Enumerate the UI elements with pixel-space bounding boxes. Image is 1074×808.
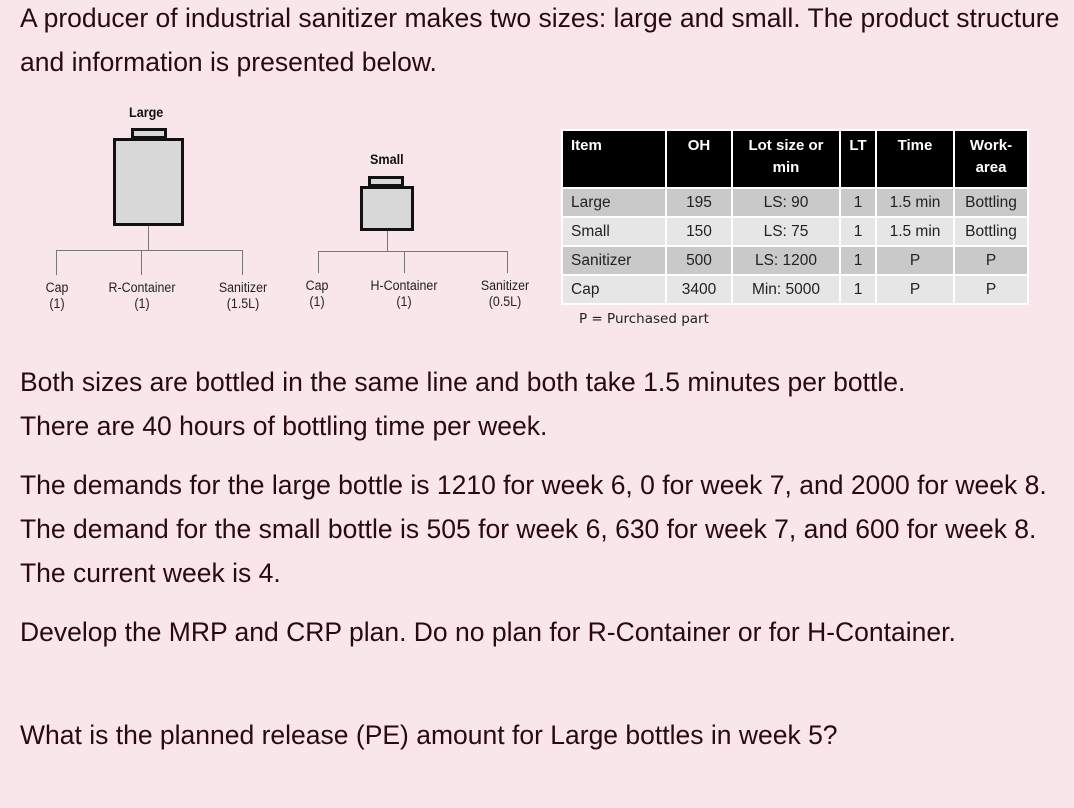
small-component-h-container: H-Container (1) — [370, 278, 438, 309]
table-row: Large 195 LS: 90 1 1.5 min Bottling — [561, 187, 1029, 218]
header-time: Time — [875, 129, 955, 189]
small-component-sanitizer: Sanitizer (0.5L) — [480, 278, 530, 309]
header-item: Item — [561, 129, 667, 189]
header-oh: OH — [665, 129, 733, 189]
large-bottle-icon — [113, 138, 184, 226]
table-header-row: Item OH Lot size or min LT Time Work-are… — [561, 129, 1029, 189]
header-lot-size: Lot size or min — [731, 129, 841, 189]
product-structure-diagram: Large Cap (1) R-Container (1) Sanitizer … — [0, 90, 560, 330]
small-bottle-icon — [360, 186, 414, 231]
bottling-paragraph: Both sizes are bottled in the same line … — [20, 367, 906, 441]
develop-paragraph: Develop the MRP and CRP plan. Do no plan… — [20, 617, 956, 647]
header-lt: LT — [839, 129, 877, 189]
intro-paragraph: A producer of industrial sanitizer makes… — [20, 3, 1060, 77]
large-bottle-cap-icon — [131, 128, 167, 139]
small-label: Small — [370, 151, 404, 167]
large-component-cap: Cap (1) — [45, 280, 69, 311]
small-component-cap: Cap (1) — [305, 278, 329, 309]
purchased-part-note: P = Purchased part — [579, 311, 709, 327]
large-component-r-container: R-Container (1) — [108, 280, 176, 311]
large-component-sanitizer: Sanitizer (1.5L) — [218, 280, 268, 311]
demand-paragraph: The demands for the large bottle is 1210… — [20, 470, 1047, 588]
small-bottle-cap-icon — [368, 176, 404, 187]
table-row: Sanitizer 500 LS: 1200 1 P P — [561, 245, 1029, 276]
question-paragraph: What is the planned release (PE) amount … — [20, 720, 838, 750]
item-info-table: Item OH Lot size or min LT Time Work-are… — [561, 129, 1029, 305]
table-row: Cap 3400 Min: 5000 1 P P — [561, 274, 1029, 305]
header-work-area: Work-area — [953, 129, 1029, 189]
table-row: Small 150 LS: 75 1 1.5 min Bottling — [561, 216, 1029, 247]
large-label: Large — [129, 104, 164, 120]
